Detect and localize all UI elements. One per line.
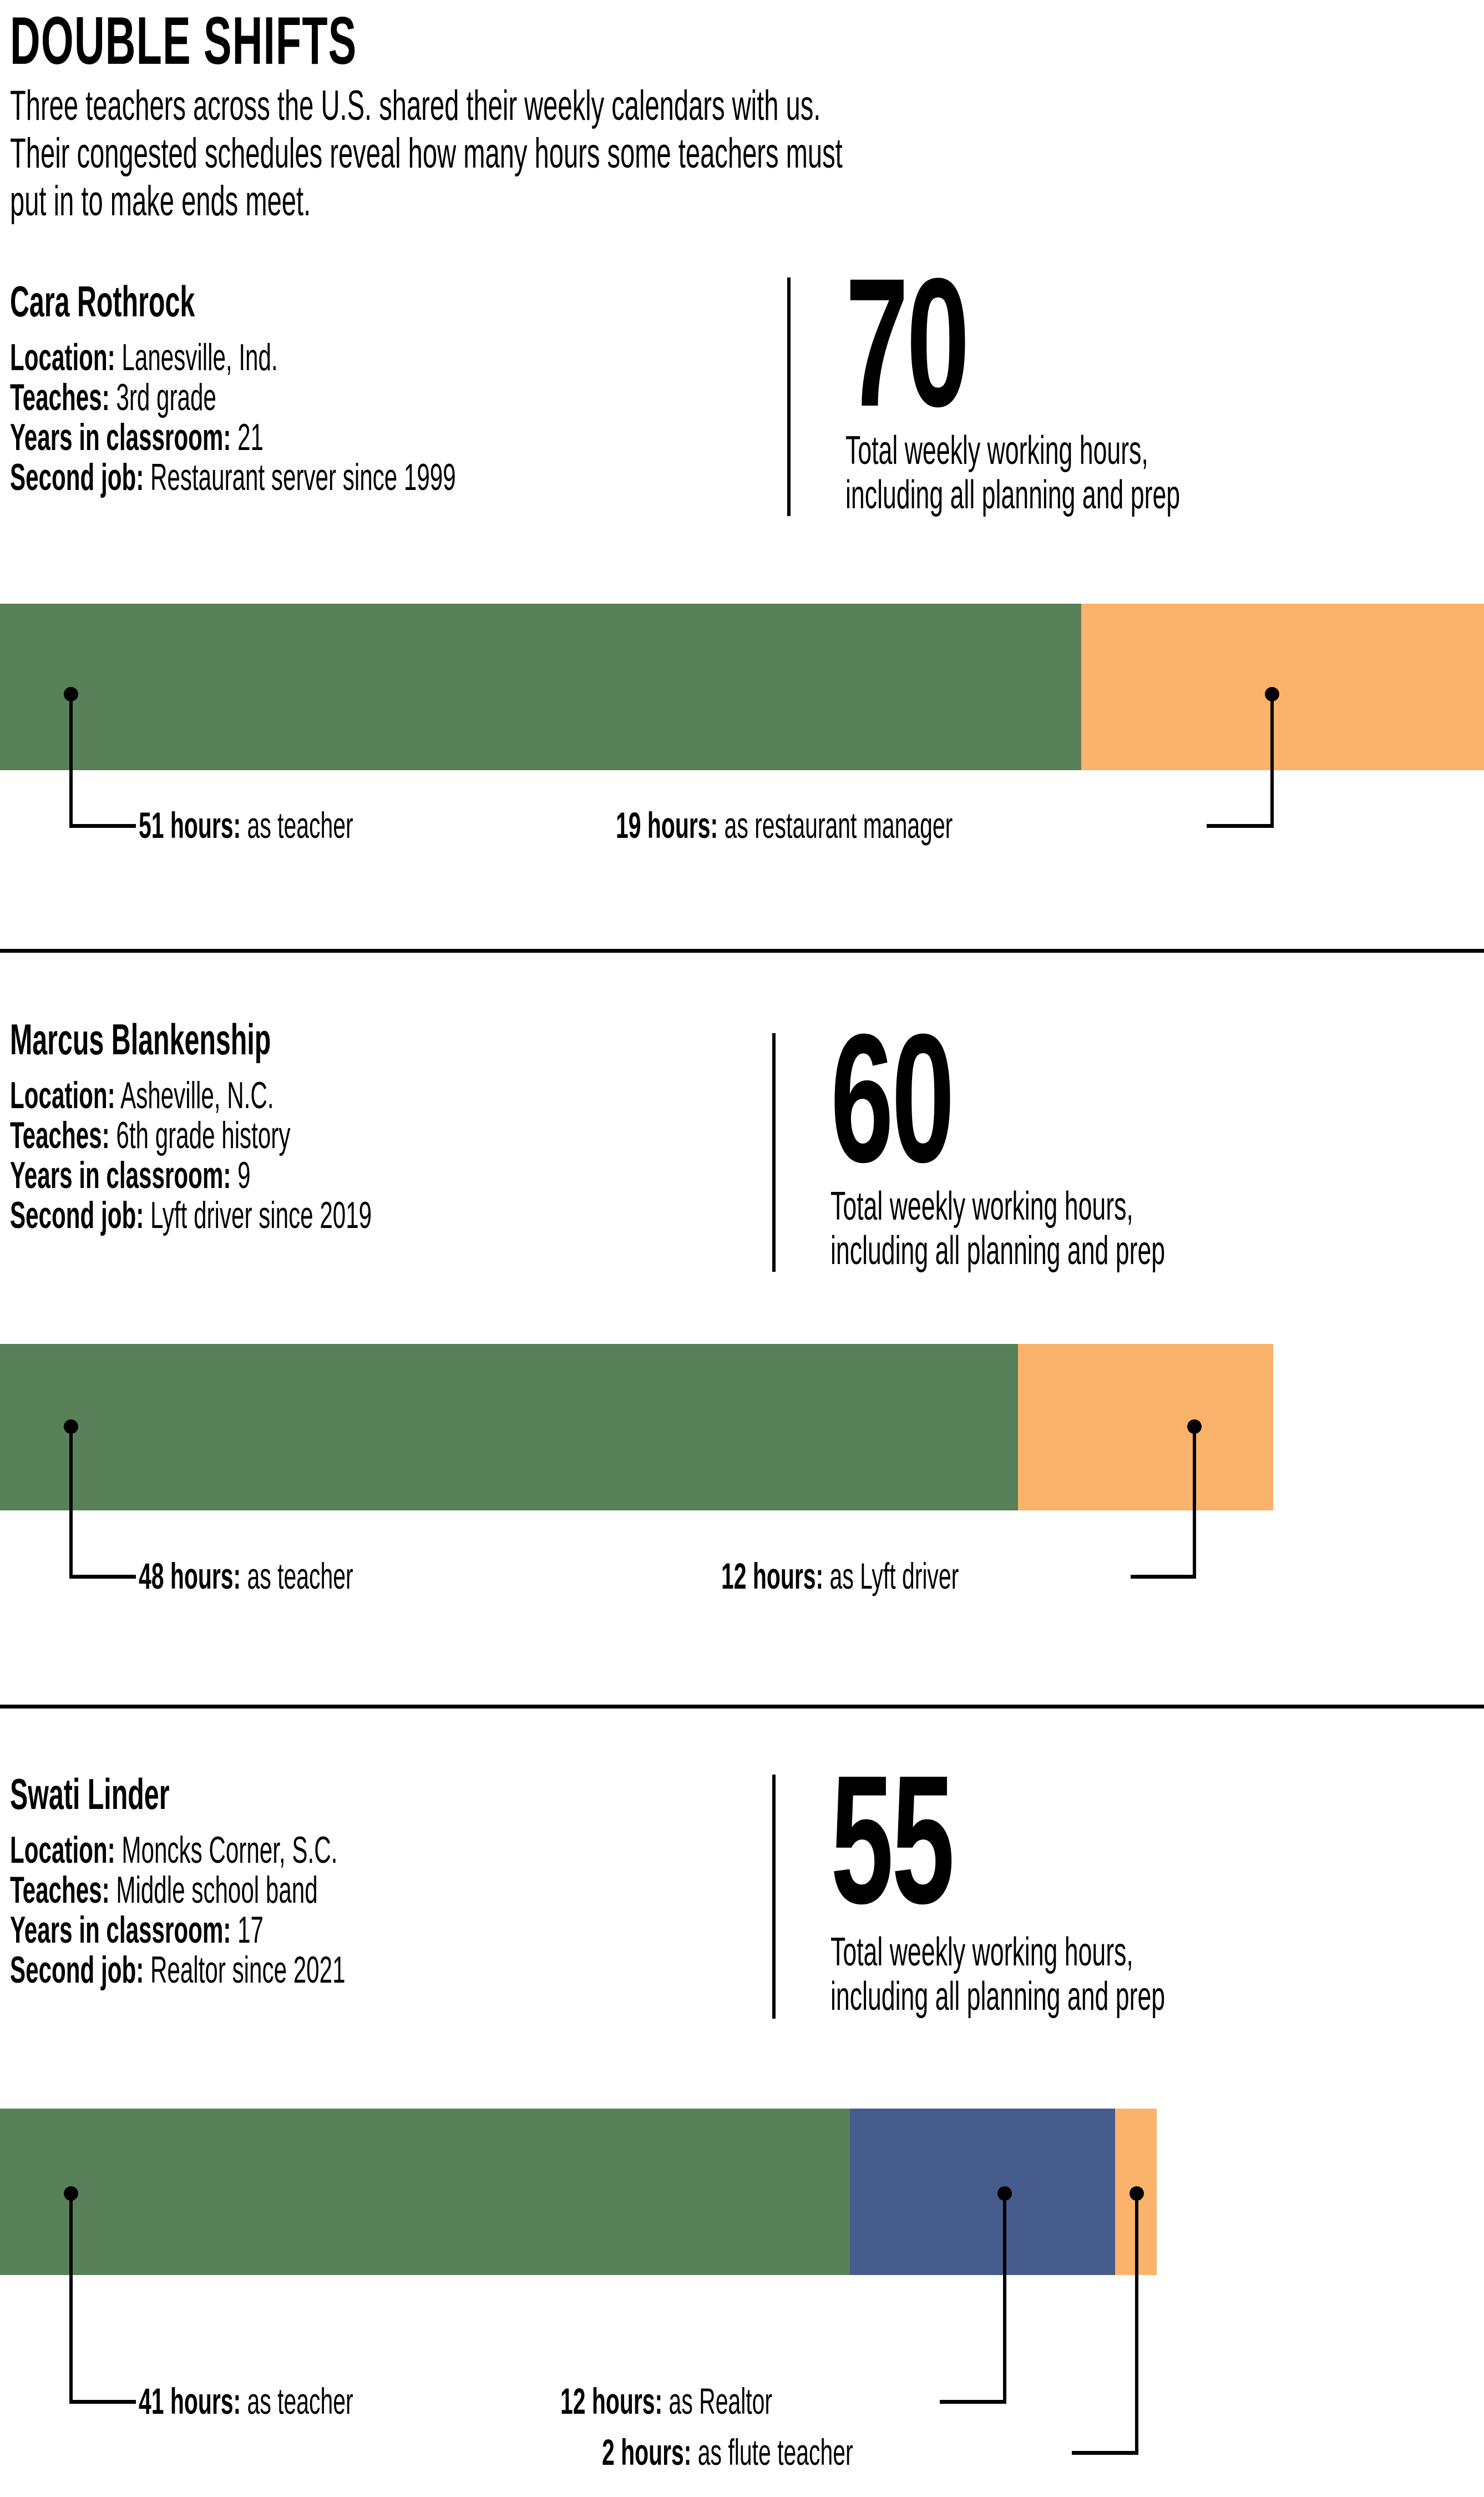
years-label: Years in classroom: xyxy=(10,416,231,458)
stat-caption: Total weekly working hours, including al… xyxy=(830,1184,1166,1273)
leader-hline xyxy=(69,1575,136,1579)
bar-callout: 41 hours: as teacher xyxy=(139,2380,353,2422)
stacked-bar-1 xyxy=(0,604,1484,770)
second-job-label: Second job: xyxy=(10,456,144,498)
teacher-teaches-row: Teaches: 3rd grade xyxy=(10,377,764,417)
bar-callout: 2 hours: as flute teacher xyxy=(602,2432,853,2473)
bar-callout: 19 hours: as restaurant manager xyxy=(616,805,953,846)
bar-segment-second-job xyxy=(1081,604,1484,770)
deck: Three teachers across the U.S. shared th… xyxy=(10,82,1397,225)
teacher-years-row: Years in classroom: 17 xyxy=(10,1909,264,1951)
deck-line: Their congested schedules reveal how man… xyxy=(10,130,843,177)
leader-vline xyxy=(1193,1427,1196,1578)
leader-vline xyxy=(1003,2194,1006,2404)
bar-segment-teacher xyxy=(0,1344,1018,1510)
teacher-years-row: Years in classroom: 21 xyxy=(10,417,764,457)
infographic-header: DOUBLE SHIFTS Three teachers across the … xyxy=(10,3,1397,225)
teacher-location-row: Location: Asheville, N.C. xyxy=(10,1074,274,1116)
location-value: Lanesville, Ind. xyxy=(121,336,278,378)
leader-hline xyxy=(69,2400,136,2404)
stat-block-3: 55 Total weekly working hours, including… xyxy=(772,1748,1438,2019)
leader-vline xyxy=(69,695,73,828)
section-divider xyxy=(0,1705,1484,1709)
bar-segment-realtor xyxy=(850,2109,1115,2275)
teaches-value: 3rd grade xyxy=(116,376,216,418)
bar-segment-teacher xyxy=(0,604,1081,770)
leader-vline xyxy=(69,2194,73,2404)
bar-callout: 51 hours: as teacher xyxy=(139,805,353,846)
page-title-text: DOUBLE SHIFTS xyxy=(10,3,357,78)
page-title: DOUBLE SHIFTS xyxy=(10,3,1397,78)
stacked-bar-3 xyxy=(0,2109,1157,2275)
section-divider xyxy=(0,949,1484,953)
stat-block-2: 60 Total weekly working hours, including… xyxy=(772,1007,1438,1273)
deck-line: put in to make ends meet. xyxy=(10,178,311,225)
teacher-secondjob-row: Second job: Realtor since 2021 xyxy=(10,1949,346,1991)
second-job-value: Restaurant server since 1999 xyxy=(150,456,456,498)
stat-vertical-rule xyxy=(787,277,791,516)
teacher-name: Swati Linder xyxy=(10,1770,170,1818)
leader-hline xyxy=(69,824,136,828)
stat-caption: Total weekly working hours, including al… xyxy=(845,428,1181,517)
stat-caption: Total weekly working hours, including al… xyxy=(830,1930,1166,2019)
total-hours-number: 55 xyxy=(830,1737,955,1942)
bar-segment-teacher xyxy=(0,2109,850,2275)
bar-callout: 12 hours: as Realtor xyxy=(560,2380,773,2422)
teacher-secondjob-row: Second job: Restaurant server since 1999 xyxy=(10,457,764,497)
teacher-profile-1: Cara Rothrock Location: Lanesville, Ind.… xyxy=(10,277,764,497)
leader-hline xyxy=(940,2400,1006,2404)
bar-callout: 48 hours: as teacher xyxy=(139,1555,353,1596)
leader-vline xyxy=(1135,2194,1138,2455)
total-hours-number: 60 xyxy=(830,995,955,1200)
leader-hline xyxy=(1131,1575,1196,1579)
location-label: Location: xyxy=(10,336,115,378)
leader-hline xyxy=(1072,2451,1138,2455)
teacher-location-row: Location: Lanesville, Ind. xyxy=(10,337,764,377)
teacher-location-row: Location: Moncks Corner, S.C. xyxy=(10,1829,338,1871)
bar-callout: 12 hours: as Lyft driver xyxy=(721,1555,959,1596)
teacher-profile-2: Marcus Blankenship Location: Asheville, … xyxy=(10,1015,764,1235)
years-value: 21 xyxy=(237,416,264,458)
total-hours-number: 70 xyxy=(845,240,970,444)
teaches-label: Teaches: xyxy=(10,376,110,418)
stat-vertical-rule xyxy=(772,1775,776,2019)
stat-block-1: 70 Total weekly working hours, including… xyxy=(787,251,1453,517)
teacher-years-row: Years in classroom: 9 xyxy=(10,1154,251,1196)
teacher-profile-3: Swati Linder Location: Moncks Corner, S.… xyxy=(10,1770,764,1990)
stacked-bar-2 xyxy=(0,1344,1273,1510)
teacher-teaches-row: Teaches: Middle school band xyxy=(10,1869,318,1911)
teacher-name: Marcus Blankenship xyxy=(10,1015,271,1064)
leader-hline xyxy=(1207,824,1274,828)
teacher-secondjob-row: Second job: Lyft driver since 2019 xyxy=(10,1194,372,1236)
teacher-teaches-row: Teaches: 6th grade history xyxy=(10,1114,291,1156)
bar-segment-second-job xyxy=(1018,1344,1273,1510)
stat-vertical-rule xyxy=(772,1033,776,1272)
leader-vline xyxy=(1270,695,1274,828)
leader-vline xyxy=(69,1427,73,1578)
teacher-name: Cara Rothrock xyxy=(10,277,195,326)
deck-line: Three teachers across the U.S. shared th… xyxy=(10,82,821,129)
